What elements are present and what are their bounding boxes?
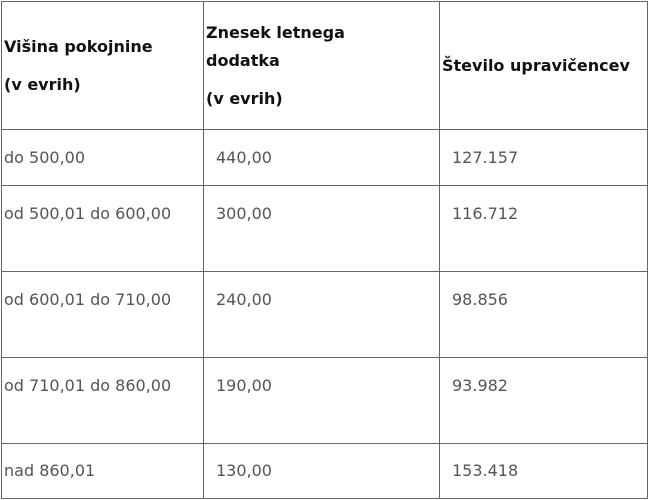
table-row: od 500,01 do 600,00 300,00 116.712 — [1, 185, 648, 272]
header-text: Znesek letnega — [206, 22, 345, 42]
cell-amount: 300,00 — [203, 185, 440, 272]
cell-amount: 440,00 — [203, 129, 440, 186]
header-unit: (v evrih) — [206, 88, 283, 108]
cell-count: 93.982 — [439, 357, 648, 444]
header-text: Število upravičencev — [442, 55, 630, 75]
cell-range: nad 860,01 — [1, 443, 204, 499]
header-pension-amount: Višina pokojnine (v evrih) — [1, 1, 204, 130]
header-beneficiaries: Število upravičencev — [439, 1, 648, 130]
cell-range: od 500,01 do 600,00 — [1, 185, 204, 272]
header-unit: (v evrih) — [4, 74, 81, 94]
cell-count: 127.157 — [439, 129, 648, 186]
cell-amount: 240,00 — [203, 271, 440, 358]
cell-count: 116.712 — [439, 185, 648, 272]
table-row: od 710,01 do 860,00 190,00 93.982 — [1, 357, 648, 444]
cell-range: od 600,01 do 710,00 — [1, 271, 204, 358]
cell-count: 98.856 — [439, 271, 648, 358]
cell-range: do 500,00 — [1, 129, 204, 186]
cell-amount: 190,00 — [203, 357, 440, 444]
header-supplement-amount: Znesek letnega dodatka (v evrih) — [203, 1, 440, 130]
header-text: Višina pokojnine — [4, 36, 153, 56]
header-row: Višina pokojnine (v evrih) Znesek letneg… — [1, 1, 648, 130]
cell-amount: 130,00 — [203, 443, 440, 499]
cell-count: 153.418 — [439, 443, 648, 499]
table-row: do 500,00 440,00 127.157 — [1, 129, 648, 186]
table-row: od 600,01 do 710,00 240,00 98.856 — [1, 271, 648, 358]
header-text: dodatka — [206, 50, 280, 70]
table-row: nad 860,01 130,00 153.418 — [1, 443, 648, 499]
cell-range: od 710,01 do 860,00 — [1, 357, 204, 444]
